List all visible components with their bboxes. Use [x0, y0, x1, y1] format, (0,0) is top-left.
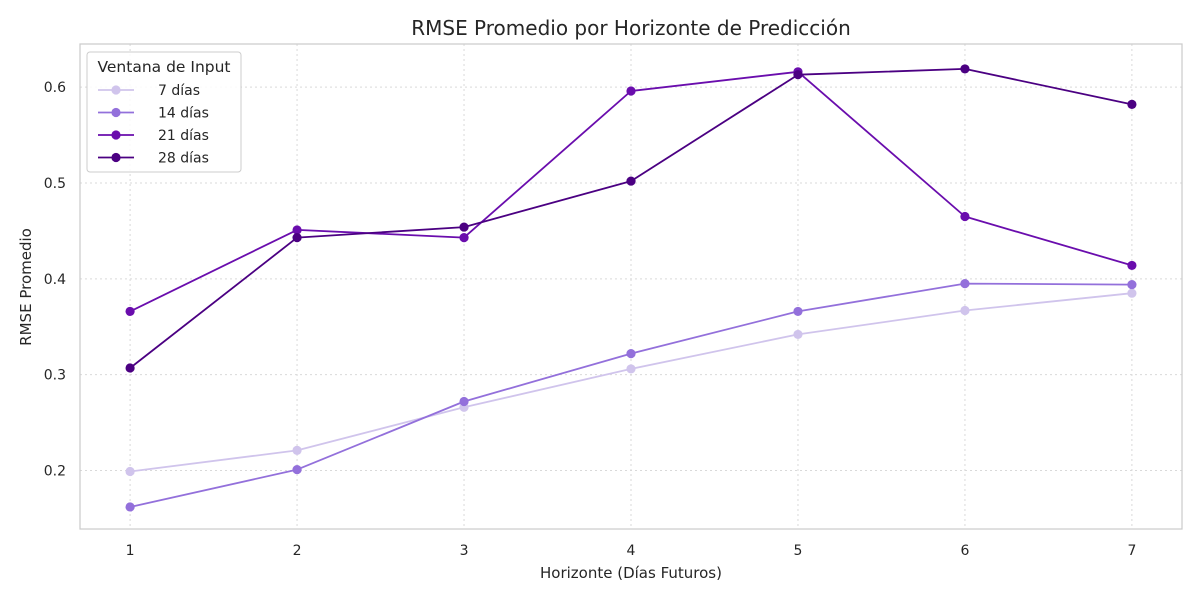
data-point — [125, 363, 135, 373]
y-axis-label: RMSE Promedio — [17, 228, 35, 346]
data-point — [960, 279, 970, 289]
series-3 — [125, 67, 1137, 317]
y-tick-label: 0.5 — [44, 176, 66, 192]
data-point — [292, 225, 302, 235]
data-point — [960, 211, 970, 222]
legend-swatch-marker — [111, 107, 121, 118]
legend-label: 21 días — [158, 128, 209, 144]
y-tick-label: 0.3 — [44, 368, 66, 384]
data-point — [793, 70, 803, 80]
data-point — [626, 86, 636, 96]
data-point — [125, 466, 135, 477]
y-tick-label: 0.2 — [44, 464, 66, 480]
x-tick-label: 4 — [627, 543, 636, 559]
data-point — [459, 396, 469, 407]
series-2 — [125, 279, 1137, 512]
legend-swatch-marker — [111, 85, 121, 95]
data-point — [292, 445, 302, 456]
data-point — [793, 306, 803, 317]
x-tick-label: 2 — [293, 543, 302, 559]
legend-swatch-marker — [111, 130, 121, 140]
series-4 — [125, 64, 1137, 373]
legend-item: 7 días — [98, 83, 200, 99]
x-axis-label: Horizonte (Días Futuros) — [540, 564, 722, 582]
x-tick-label: 6 — [960, 543, 969, 559]
data-point — [125, 306, 135, 317]
chart-title: RMSE Promedio por Horizonte de Predicció… — [411, 16, 851, 40]
data-point — [292, 233, 302, 243]
legend-item: 21 días — [98, 128, 209, 144]
legend-label: 14 días — [158, 106, 209, 122]
x-tick-label: 5 — [794, 543, 803, 559]
legend-items: 7 días 14 días 21 días 28 días — [98, 83, 209, 167]
legend-label: 7 días — [158, 83, 200, 99]
plot-frame — [79, 43, 1183, 530]
y-tick-label: 0.6 — [44, 80, 66, 96]
data-point — [459, 233, 469, 243]
legend-frame — [86, 51, 242, 173]
data-point — [960, 64, 970, 74]
data-point — [1127, 288, 1137, 298]
legend-item: 28 días — [98, 151, 209, 167]
data-point — [459, 222, 469, 232]
legend-swatch-marker — [111, 152, 121, 163]
series-line — [129, 68, 1133, 369]
tick-labels: 1 2 3 4 5 6 7 0.2 0.3 0.4 0.5 0.6 — [44, 80, 1137, 559]
data-point — [1127, 279, 1137, 290]
data-point — [1127, 260, 1137, 271]
series-1 — [125, 288, 1137, 477]
series-group — [125, 64, 1137, 512]
data-point — [1127, 99, 1137, 109]
data-point — [626, 176, 636, 186]
data-point — [125, 502, 135, 512]
x-tick-label: 1 — [126, 543, 135, 559]
legend-item: 14 días — [98, 106, 209, 122]
y-tick-label: 0.4 — [44, 272, 66, 288]
data-point — [292, 464, 302, 475]
legend-label: 28 días — [158, 151, 209, 167]
legend-title: Ventana de Input — [97, 58, 230, 76]
data-point — [626, 348, 636, 359]
data-point — [960, 305, 970, 316]
data-point — [626, 364, 636, 374]
x-tick-label: 3 — [460, 543, 469, 559]
data-point — [793, 329, 803, 340]
legend: Ventana de Input 7 días 14 días 21 días 28 … — [86, 51, 242, 173]
x-tick-label: 7 — [1127, 543, 1136, 559]
